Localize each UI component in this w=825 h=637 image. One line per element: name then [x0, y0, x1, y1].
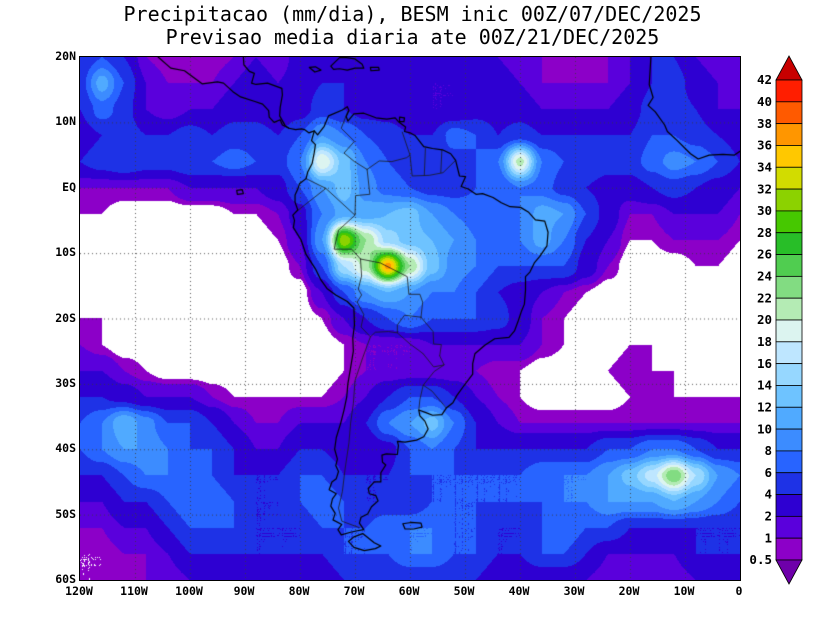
colorbar-tick-label: 6 [764, 465, 772, 480]
colorbar-tick-label: 1 [764, 530, 772, 545]
colorbar-segment [775, 428, 803, 452]
colorbar-segment [775, 232, 803, 255]
colorbar-segment [775, 145, 803, 168]
colorbar: 4240383634323028262422201816141210864210… [749, 55, 803, 585]
colorbar-segment [775, 319, 803, 343]
colorbar-tick-label: 42 [757, 72, 772, 87]
y-axis-tick-label: EQ [62, 179, 76, 194]
y-axis-tick-label: 60S [55, 572, 76, 586]
x-axis-tick-label: 110W [120, 584, 148, 598]
chart-title-line1: Precipitacao (mm/dia), BESM inic 00Z/07/… [123, 2, 702, 26]
colorbar-segment [775, 385, 803, 408]
y-axis-tick-label: 10N [55, 114, 76, 129]
colorbar-tick-label: 4 [764, 487, 772, 502]
colorbar-tick-label: 28 [757, 225, 772, 240]
colorbar-tick-label: 26 [757, 247, 772, 262]
x-axis-tick-label: 20W [618, 584, 640, 598]
colorbar-tick-label: 36 [757, 138, 772, 153]
y-axis-tick-label: 10S [55, 245, 76, 260]
chart-title: Precipitacao (mm/dia), BESM inic 00Z/07/… [0, 3, 825, 49]
colorbar-segment [775, 210, 803, 234]
y-axis-tick-label: 20S [55, 310, 76, 325]
x-axis-tick-label: 90W [233, 584, 255, 598]
colorbar-tick-label: 38 [757, 116, 772, 131]
colorbar-segment [775, 275, 803, 299]
colorbar-tick-label: 40 [757, 94, 772, 109]
y-axis-tick-label: 50S [55, 506, 76, 521]
x-axis-tick-label: 0 [735, 584, 743, 598]
colorbar-tick-label: 8 [764, 443, 772, 458]
colorbar-segment [775, 406, 803, 430]
colorbar-segment [775, 123, 803, 146]
y-axis-tick-label: 40S [55, 441, 76, 456]
colorbar-segment [775, 515, 803, 539]
chart-title-line2: Previsao media diaria ate 00Z/21/DEC/202… [165, 25, 660, 49]
x-axis-tick-label: 10W [673, 584, 695, 598]
colorbar-tick-label: 30 [757, 203, 772, 218]
colorbar-tick-label: 2 [764, 509, 772, 524]
colorbar-tick-label: 24 [757, 269, 772, 284]
colorbar-tick-label: 20 [757, 312, 772, 327]
colorbar-segment [775, 188, 803, 212]
colorbar-tick-label: 34 [757, 159, 772, 174]
x-axis-tick-label: 40W [508, 584, 530, 598]
colorbar-tick-label: 0.5 [749, 552, 772, 567]
colorbar-segment [775, 472, 803, 495]
map-plot-area [79, 56, 741, 581]
x-axis-tick-label: 50W [453, 584, 475, 598]
colorbar-segment [775, 79, 803, 103]
precipitation-field-canvas [80, 57, 740, 580]
colorbar-segment [775, 363, 803, 386]
colorbar-segment [775, 494, 803, 517]
colorbar-segment [775, 166, 803, 190]
colorbar-tick-label: 32 [757, 181, 772, 196]
colorbar-segment [775, 537, 803, 561]
colorbar-tick-label: 16 [757, 356, 772, 371]
x-axis-tick-label: 80W [288, 584, 310, 598]
x-axis-tick-label: 60W [398, 584, 420, 598]
colorbar-under-triangle [775, 559, 803, 585]
colorbar-over-triangle [775, 55, 803, 81]
y-axis-tick-label: 30S [55, 375, 76, 390]
colorbar-tick-label: 12 [757, 399, 772, 414]
x-axis-tick-label: 30W [563, 584, 585, 598]
x-axis-tick-label: 70W [343, 584, 365, 598]
x-axis-tick-label: 120W [65, 584, 93, 598]
colorbar-segment [775, 101, 803, 125]
colorbar-segment [775, 254, 803, 277]
colorbar-segment [775, 341, 803, 365]
colorbar-segment [775, 450, 803, 474]
colorbar-tick-label: 10 [757, 421, 772, 436]
x-axis-tick-label: 100W [175, 584, 203, 598]
colorbar-tick-label: 14 [757, 378, 772, 393]
colorbar-tick-label: 18 [757, 334, 772, 349]
colorbar-tick-label: 22 [757, 290, 772, 305]
colorbar-segment [775, 297, 803, 321]
y-axis-tick-label: 20N [55, 49, 76, 63]
